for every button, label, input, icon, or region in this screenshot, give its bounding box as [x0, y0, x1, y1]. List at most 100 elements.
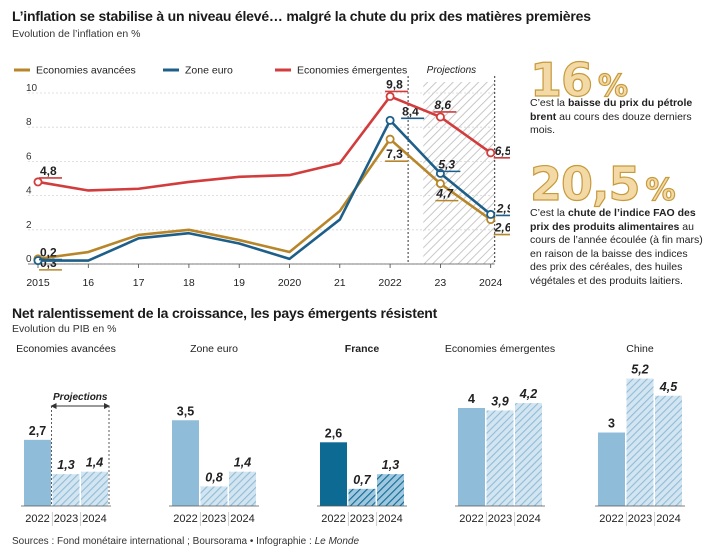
bar-value-label: 4,2	[519, 387, 537, 401]
data-point	[33, 256, 43, 266]
bar-value-label: 1,3	[382, 458, 399, 472]
data-point	[385, 91, 395, 101]
y-tick-label: 0	[26, 254, 32, 265]
bar-value-label: 0,7	[353, 473, 371, 487]
series-line	[37, 95, 492, 192]
bar	[348, 488, 376, 506]
legend-label: Economies avancées	[36, 65, 136, 77]
bar-value-label: 0,8	[205, 470, 222, 484]
data-label: 5,3	[438, 157, 455, 171]
x-tick-label: 17	[133, 277, 145, 289]
x-tick-label: 2022	[378, 277, 402, 289]
data-point	[435, 179, 445, 189]
growth-bar-charts: Economies avancées 2,7 2022 1,3 2023 1,4 2024 Z…	[16, 343, 685, 526]
legend-label: Economies émergentes	[297, 65, 407, 77]
x-tick-label: 21	[334, 277, 346, 289]
projections-label: Projections	[53, 392, 108, 403]
bracket-arrow-right	[104, 403, 110, 409]
y-tick-label: 4	[26, 186, 32, 197]
data-label: 4,8	[40, 164, 57, 178]
bar	[81, 471, 108, 506]
bar-value-label: 3	[608, 417, 615, 431]
bar	[458, 408, 485, 506]
x-tick-label: 2024	[82, 513, 106, 525]
kpi-oil-text: C’est la baisse du prix du pétrole brent…	[530, 97, 693, 136]
y-tick-label: 6	[26, 151, 32, 162]
inflation-chart-subtitle: Evolution de l’inflation en %	[12, 28, 141, 40]
x-tick-label: 2022	[173, 513, 197, 525]
data-label: 4,7	[435, 187, 454, 201]
bar	[655, 395, 682, 506]
bar	[626, 378, 654, 506]
x-tick-label: 2020	[278, 277, 302, 289]
data-label: 6,5	[495, 144, 510, 158]
data-label: 2,6	[494, 221, 510, 235]
x-tick-label: 2024	[230, 513, 254, 525]
bar-value-label: 1,3	[57, 458, 74, 472]
x-tick-label: 2024	[378, 513, 402, 525]
bar-value-label: 4	[468, 392, 475, 406]
bar	[515, 403, 542, 506]
x-tick-label: 2024	[479, 277, 503, 289]
x-tick-label: 18	[183, 277, 195, 289]
y-tick-label: 10	[26, 83, 38, 94]
bar	[24, 439, 51, 506]
data-point	[486, 209, 496, 219]
series-line	[38, 119, 492, 262]
source-note: Sources : Fond monétaire international ;…	[12, 536, 360, 547]
y-tick-label: 2	[26, 220, 32, 231]
bar-value-label: 1,4	[234, 456, 251, 470]
x-tick-label: 2015	[26, 277, 50, 289]
growth-chart-subtitle: Evolution du PIB en %	[12, 323, 117, 335]
bar	[377, 474, 404, 506]
x-tick-label: 2022	[599, 513, 623, 525]
data-point	[385, 115, 395, 125]
bar-value-label: 3,5	[177, 404, 194, 418]
data-label: 0,2	[40, 246, 57, 260]
data-point	[435, 112, 445, 122]
bar	[52, 474, 80, 506]
x-tick-label: 2023	[54, 513, 78, 525]
bracket-arrow-left	[50, 403, 57, 409]
bar	[200, 486, 228, 506]
series-line	[37, 137, 492, 261]
bar-value-label: 2,7	[29, 424, 46, 438]
x-tick-label: 2022	[25, 513, 49, 525]
x-tick-label: 2022	[459, 513, 483, 525]
bar-value-label: 3,9	[491, 394, 508, 408]
x-tick-label: 16	[82, 277, 94, 289]
group-label: Economies avancées	[16, 343, 116, 355]
inflation-chart-title: L’inflation se stabilise à un niveau éle…	[12, 8, 591, 24]
data-label: 9,8	[386, 77, 403, 91]
x-tick-label: 2024	[656, 513, 680, 525]
data-point	[385, 134, 395, 144]
bar-value-label: 2,6	[325, 426, 342, 440]
data-label: 7,3	[386, 147, 403, 161]
group-label: Economies émergentes	[445, 343, 555, 355]
group-label: Chine	[626, 343, 654, 355]
x-tick-label: 2024	[516, 513, 540, 525]
data-label: 2,9	[496, 201, 510, 215]
inflation-line-chart: Projections 0 2 4 6 8 10 2015 16 17 18 19 2020 21 2022…	[14, 65, 510, 289]
bar	[598, 432, 625, 506]
growth-chart-title: Net ralentissement de la croissance, les…	[12, 305, 438, 321]
x-tick-label: 2022	[321, 513, 345, 525]
bar	[320, 442, 347, 506]
x-tick-label: 2023	[628, 513, 652, 525]
bar-value-label: 1,4	[86, 456, 103, 470]
x-tick-label: 2023	[202, 513, 226, 525]
bar	[229, 471, 256, 506]
kpi-food-text: C’est la chute de l’indice FAO des prix …	[530, 207, 703, 287]
x-tick-label: 23	[435, 277, 447, 289]
data-label: 8,6	[434, 98, 451, 112]
bar	[172, 420, 199, 506]
bar-value-label: 5,2	[631, 363, 648, 377]
projections-label: Projections	[427, 65, 476, 76]
legend-label: Zone euro	[185, 65, 233, 77]
x-tick-label: 19	[233, 277, 245, 289]
kpi-food-value: 20,5%	[529, 157, 676, 211]
bar-value-label: 4,5	[659, 380, 678, 394]
kpi-oil-value: 16%	[529, 53, 628, 107]
group-label: Zone euro	[190, 343, 238, 355]
x-tick-label: 2023	[350, 513, 374, 525]
